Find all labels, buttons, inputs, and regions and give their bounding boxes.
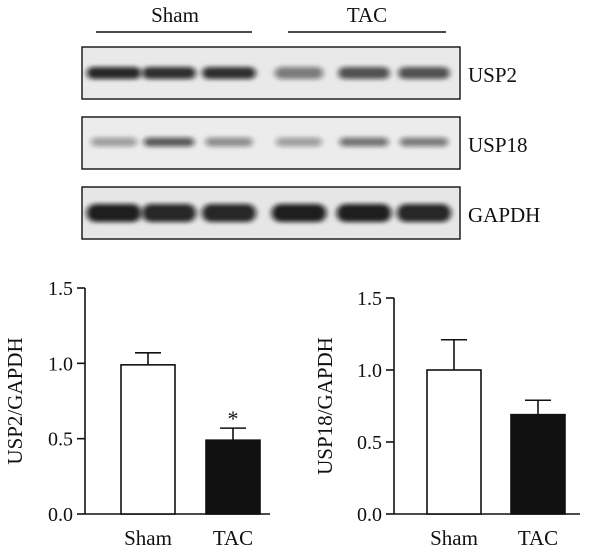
blot-band	[205, 137, 253, 147]
blot-band	[274, 67, 324, 79]
blot-band	[86, 67, 142, 79]
bars	[426, 338, 566, 515]
blot-band	[336, 204, 392, 222]
x-tick-labels: Sham TAC	[124, 526, 253, 550]
y-axis-label: USP2/GAPDH	[3, 337, 27, 464]
blot-band	[142, 67, 196, 79]
y-tick-label: 0.0	[357, 504, 382, 526]
y-tick-label: 1.0	[357, 360, 382, 382]
sham-group-label: Sham	[151, 3, 199, 27]
x-tick-label: TAC	[518, 526, 558, 550]
significance-marker: *	[228, 406, 239, 431]
x-tick-label: Sham	[124, 526, 172, 550]
blot-strip-usp18: USP18	[81, 116, 528, 170]
blot-band	[338, 67, 390, 79]
bar-sham	[426, 369, 482, 515]
blot-band	[91, 137, 137, 147]
x-tick-label: Sham	[430, 526, 478, 550]
blot-band	[271, 204, 327, 222]
x-tick-labels: Sham TAC	[430, 526, 558, 550]
blot-band	[143, 137, 195, 147]
y-ticks: 0.0 0.5 1.0 1.5	[48, 278, 85, 526]
usp18-bar-chart: 0.0 0.5 1.0 1.5 Sham TAC USP18/GAPDH	[313, 288, 580, 550]
bars: *	[120, 351, 261, 515]
y-tick-label: 1.5	[357, 288, 382, 310]
blot-strip-usp2: USP2	[81, 46, 517, 100]
blot-strip-gapdh: GAPDH	[81, 186, 540, 240]
blot-band	[276, 137, 322, 147]
blot-band	[202, 67, 256, 79]
protein-label-usp2: USP2	[468, 63, 517, 87]
bar-tac	[510, 413, 566, 515]
y-tick-label: 0.5	[48, 429, 73, 451]
y-axis-label: USP18/GAPDH	[313, 337, 337, 475]
blot-band	[86, 204, 142, 222]
protein-label-gapdh: GAPDH	[468, 203, 540, 227]
blot-band	[339, 137, 389, 147]
y-tick-label: 1.5	[48, 278, 73, 300]
blot-band	[201, 204, 257, 222]
blot-band	[398, 67, 450, 79]
y-ticks: 0.0 0.5 1.0 1.5	[357, 288, 394, 526]
y-tick-label: 0.0	[48, 504, 73, 526]
blot-band	[141, 204, 197, 222]
bar-tac	[205, 439, 261, 515]
bar-sham	[120, 364, 176, 515]
y-tick-label: 0.5	[357, 432, 382, 454]
blot-group-headers: Sham TAC	[96, 3, 446, 33]
protein-label-usp18: USP18	[468, 133, 528, 157]
y-tick-label: 1.0	[48, 353, 73, 375]
blot-band	[399, 137, 449, 147]
x-tick-label: TAC	[213, 526, 253, 550]
tac-group-label: TAC	[347, 3, 387, 27]
blot-strips: USP2 USP18 GAPDH	[81, 46, 540, 240]
blot-band	[396, 204, 452, 222]
usp2-bar-chart: 0.0 0.5 1.0 1.5 * Sham TAC USP2/GAPDH	[3, 278, 270, 550]
